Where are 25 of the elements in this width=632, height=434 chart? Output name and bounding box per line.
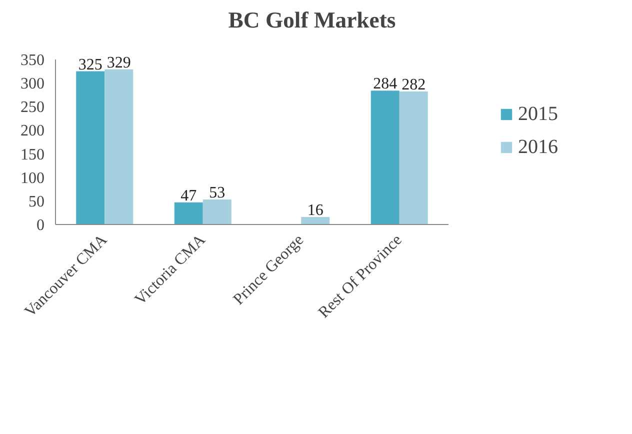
data-label: 47 [180, 187, 197, 204]
chart-title: BC Golf Markets [228, 8, 396, 32]
y-tick-label: 100 [20, 170, 44, 187]
data-label: 282 [402, 76, 426, 94]
data-label: 325 [78, 56, 102, 74]
y-tick-label: 300 [20, 76, 44, 93]
bar [202, 200, 232, 224]
bar [399, 92, 428, 224]
y-tick-label: 250 [20, 99, 44, 116]
data-label: 284 [373, 76, 398, 93]
data-label: 53 [209, 184, 226, 202]
y-tick-label: 50 [28, 193, 44, 210]
bar [301, 216, 330, 224]
bar [174, 202, 203, 224]
bar [104, 69, 134, 224]
bar [76, 71, 105, 224]
y-tick-label: 350 [20, 52, 44, 69]
bar [370, 90, 400, 224]
data-label: 16 [307, 202, 324, 219]
legend-label: 2015 [518, 102, 558, 126]
legend-label: 2016 [518, 136, 558, 158]
y-tick-label: 150 [20, 146, 44, 164]
y-tick-label: 0 [36, 217, 44, 234]
data-label: 329 [106, 54, 131, 72]
y-tick-label: 200 [20, 122, 44, 140]
